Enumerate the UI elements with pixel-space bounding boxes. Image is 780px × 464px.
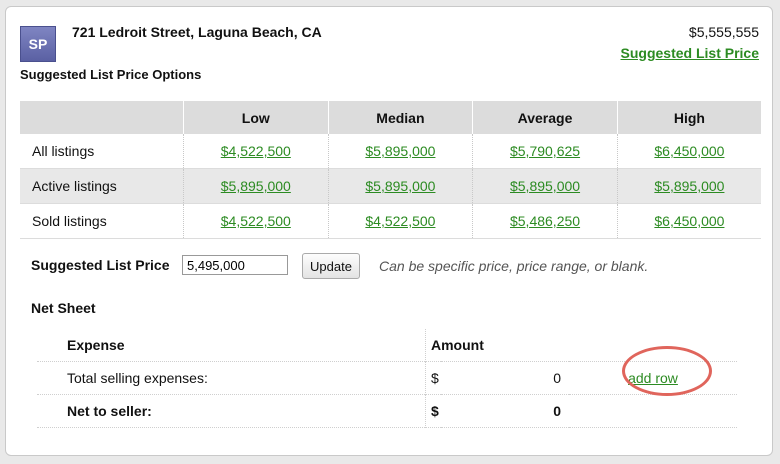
update-button[interactable]: Update — [302, 253, 360, 279]
table-header-row: Low Median Average High — [20, 101, 761, 134]
price-cell: $4,522,500 — [183, 134, 329, 169]
price-link[interactable]: $4,522,500 — [220, 213, 291, 229]
action-cell — [569, 395, 737, 428]
net-sheet-header-row: Expense Amount — [37, 329, 737, 362]
listing-panel: SP 721 Ledroit Street, Laguna Beach, CA … — [5, 6, 773, 456]
row-label: All listings — [32, 143, 95, 159]
row-label: Sold listings — [32, 213, 107, 229]
currency-symbol: $ — [425, 394, 441, 428]
price-cell: $5,790,625 — [472, 134, 618, 169]
column-header-average: Average — [472, 101, 618, 134]
price-link[interactable]: $5,486,250 — [509, 213, 581, 229]
suggested-price-label: Suggested List Price — [31, 257, 170, 273]
price-cell: $5,486,250 — [472, 203, 618, 239]
price-link[interactable]: $5,895,000 — [365, 178, 436, 194]
expense-label: Total selling expenses: — [67, 370, 208, 386]
price-link[interactable]: $4,522,500 — [365, 213, 436, 229]
price-cell: $5,895,000 — [327, 168, 473, 204]
price-link[interactable]: $5,790,625 — [509, 143, 581, 159]
suggested-list-price-link[interactable]: Suggested List Price — [620, 45, 759, 61]
currency-symbol: $ — [425, 361, 441, 395]
suggested-price-input[interactable] — [182, 255, 288, 275]
action-column-header — [569, 329, 737, 362]
net-sheet-table: Expense Amount Total selling expenses: $… — [37, 329, 737, 428]
price-cell: $5,895,000 — [616, 168, 761, 204]
price-link[interactable]: $5,895,000 — [654, 178, 725, 194]
net-label: Net to seller: — [67, 403, 152, 419]
table-row: All listings $4,522,500 $5,895,000 $5,79… — [20, 134, 761, 169]
row-label: Active listings — [20, 168, 184, 204]
expense-column-header: Expense — [67, 337, 125, 353]
amount-column-header: Amount — [425, 329, 569, 362]
price-hint: Can be specific price, price range, or b… — [379, 258, 649, 274]
action-cell: add row — [569, 362, 737, 395]
listing-price: $5,555,555 — [688, 24, 759, 40]
price-options-table: Low Median Average High All listings $4,… — [20, 101, 761, 239]
net-sheet-title: Net Sheet — [31, 300, 96, 316]
price-link[interactable]: $4,522,500 — [220, 143, 291, 159]
net-amount: 0 — [553, 403, 561, 419]
column-header-low: Low — [183, 101, 329, 134]
options-title: Suggested List Price Options — [20, 67, 202, 82]
price-cell: $5,895,000 — [327, 134, 473, 169]
table-row: Net to seller: $ 0 — [37, 394, 737, 428]
price-cell: $5,895,000 — [472, 168, 618, 204]
table-row: Total selling expenses: $ 0 add row — [37, 361, 737, 395]
price-link[interactable]: $6,450,000 — [654, 213, 725, 229]
price-cell: $6,450,000 — [616, 134, 761, 169]
property-address: 721 Ledroit Street, Laguna Beach, CA — [72, 24, 322, 40]
add-row-link[interactable]: add row — [628, 370, 678, 386]
price-link[interactable]: $6,450,000 — [654, 143, 725, 159]
avatar: SP — [20, 26, 56, 62]
column-header-blank — [20, 101, 184, 134]
column-header-median: Median — [327, 101, 473, 134]
price-cell: $6,450,000 — [616, 203, 761, 239]
price-link[interactable]: $5,895,000 — [365, 143, 436, 159]
table-row: Sold listings $4,522,500 $4,522,500 $5,4… — [20, 203, 761, 239]
column-header-high: High — [616, 101, 761, 134]
table-row: Active listings $5,895,000 $5,895,000 $5… — [20, 168, 761, 204]
expense-amount: 0 — [553, 370, 561, 386]
price-cell: $5,895,000 — [183, 168, 329, 204]
price-cell: $4,522,500 — [183, 203, 329, 239]
price-cell: $4,522,500 — [327, 203, 473, 239]
price-link[interactable]: $5,895,000 — [220, 178, 291, 194]
price-link[interactable]: $5,895,000 — [509, 178, 581, 194]
